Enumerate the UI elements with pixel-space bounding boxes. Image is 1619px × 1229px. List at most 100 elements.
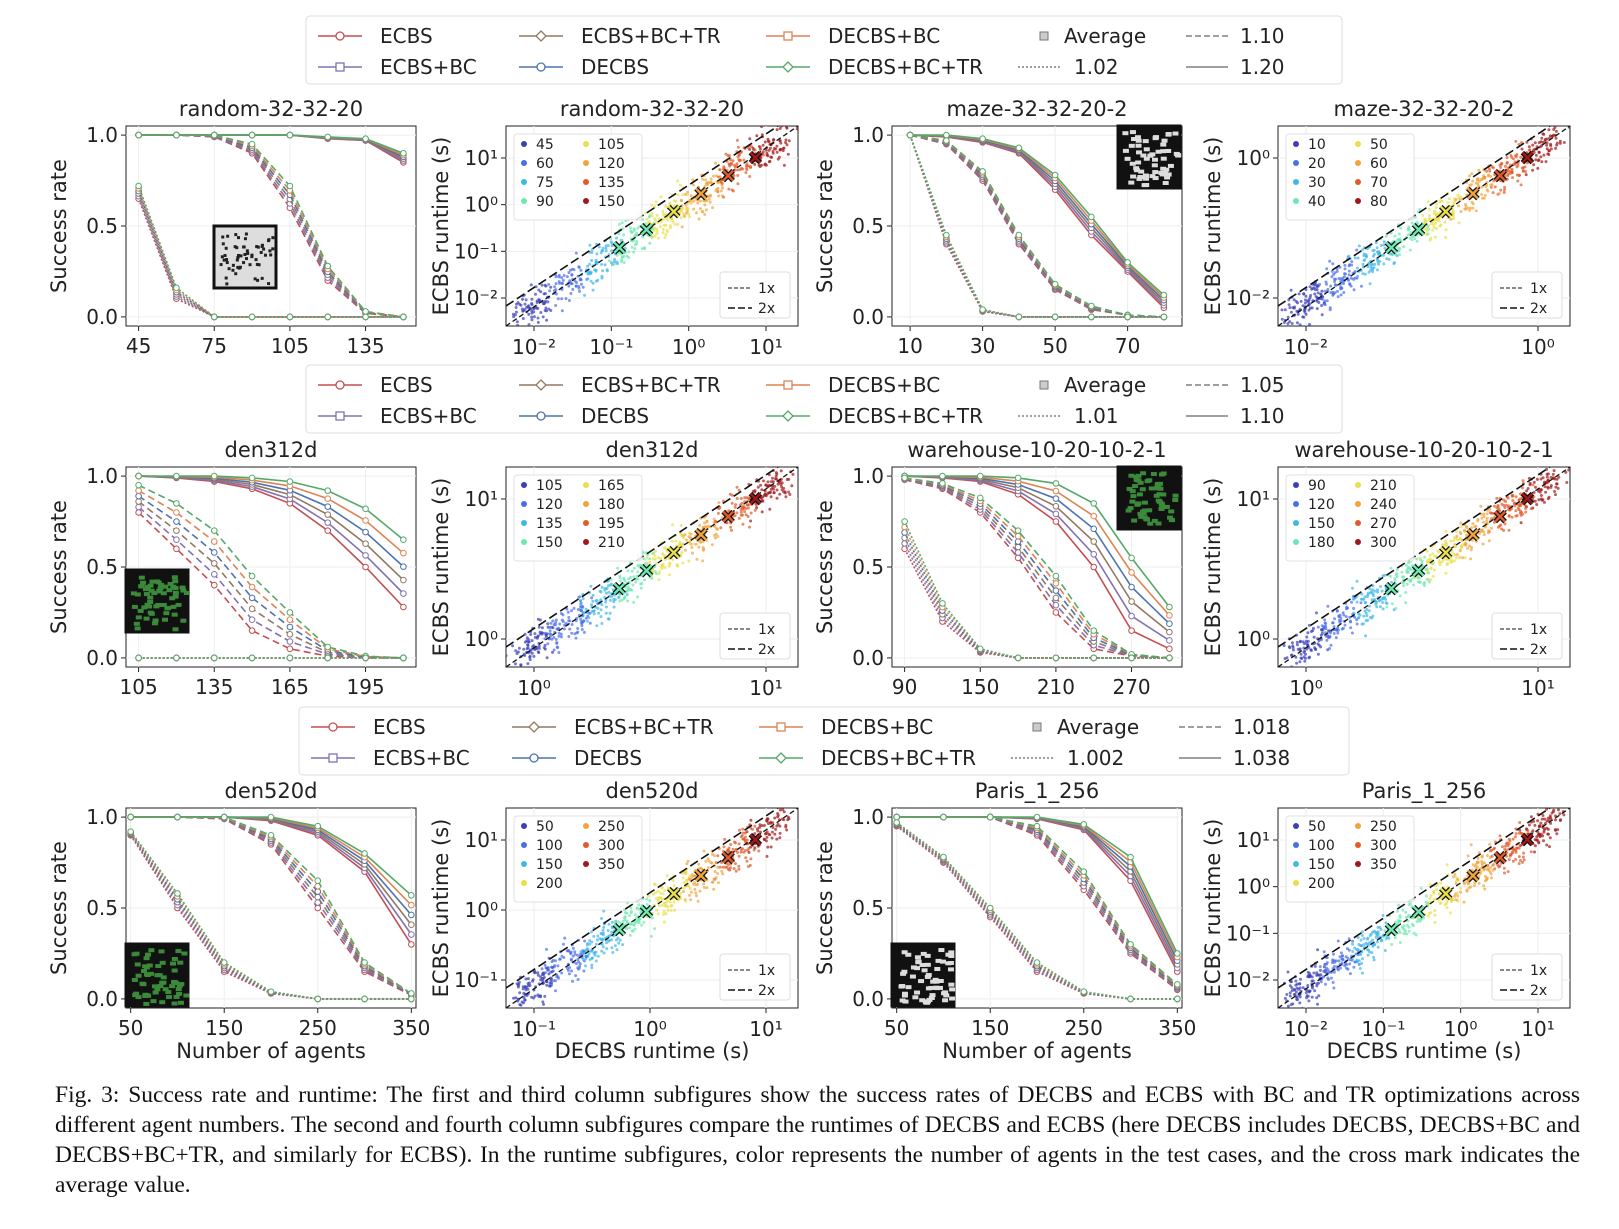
scatter-point xyxy=(1527,145,1531,149)
color-legend-label: 60 xyxy=(536,156,554,172)
scatter-point xyxy=(751,827,754,831)
scatter-point xyxy=(681,876,685,880)
scatter-point xyxy=(1524,170,1528,173)
scatter-point xyxy=(529,633,533,636)
scatter-point xyxy=(1448,197,1451,201)
x-tick-label: 10⁰ xyxy=(672,335,705,359)
x-tick-label: 10⁰ xyxy=(1289,676,1322,700)
scatter-point xyxy=(562,942,565,946)
scatter-point xyxy=(1524,507,1528,510)
color-legend-label: 180 xyxy=(1308,535,1335,551)
series-point xyxy=(173,545,180,553)
series-point xyxy=(1052,601,1060,609)
scatter-point xyxy=(1463,882,1467,886)
scatter-point xyxy=(540,626,544,630)
scatter-point xyxy=(1355,600,1359,604)
scatter-point xyxy=(773,484,777,488)
scatter-point xyxy=(590,957,594,960)
legend-label: ECBS xyxy=(373,715,426,739)
scatter-point xyxy=(746,506,750,510)
scatter-point xyxy=(760,126,764,129)
scatter-point xyxy=(766,480,770,484)
scatter-point xyxy=(1429,236,1433,240)
scatter-point xyxy=(636,570,640,574)
scatter-point xyxy=(1537,141,1541,145)
y-tick-label: 10⁰ xyxy=(1237,146,1270,170)
scatter-point xyxy=(1437,559,1441,562)
scatter-point xyxy=(590,251,594,254)
scatter-point xyxy=(1297,987,1301,991)
scatter-point xyxy=(753,148,757,152)
scatter-point xyxy=(775,128,779,132)
scatter-point xyxy=(594,260,598,264)
scatter-point xyxy=(558,957,562,961)
scatter-point xyxy=(1506,172,1510,176)
scatter-point xyxy=(1510,515,1514,519)
scatter-point xyxy=(1517,498,1521,502)
scatter-point xyxy=(1485,169,1489,173)
scatter-point xyxy=(595,624,599,628)
y-tick-label: 0.0 xyxy=(86,305,118,329)
series-point xyxy=(127,813,134,821)
scatter-point xyxy=(712,877,716,881)
scatter-point xyxy=(560,282,564,285)
scatter-point xyxy=(1319,645,1323,649)
scatter-point xyxy=(1361,622,1365,626)
scatter-point xyxy=(657,904,661,908)
scatter-point xyxy=(1331,262,1335,266)
scatter-point xyxy=(764,832,768,835)
scatter-point xyxy=(655,229,659,233)
scatter-point xyxy=(1315,984,1319,988)
scatter-point xyxy=(622,233,626,237)
scatter-point xyxy=(665,900,669,904)
scatter-point xyxy=(568,268,572,272)
scatter-point xyxy=(611,951,615,954)
scatter-point xyxy=(763,140,767,144)
scatter-point xyxy=(607,939,611,942)
legend-dashed-label: 1.05 xyxy=(1240,373,1285,397)
scatter-point xyxy=(1313,647,1317,651)
scatter-point xyxy=(1449,539,1453,543)
scatter-point xyxy=(1306,984,1310,987)
scatter-point xyxy=(581,611,585,615)
scatter-point xyxy=(576,967,580,971)
scatter-point xyxy=(1357,244,1361,248)
scatter-point xyxy=(775,477,779,481)
series-point xyxy=(135,487,142,494)
series-point xyxy=(362,505,369,513)
scatter-point xyxy=(759,483,763,487)
scatter-point xyxy=(780,804,783,807)
scatter-point xyxy=(550,981,554,985)
scatter-point xyxy=(1374,241,1378,245)
scatter-point xyxy=(1408,248,1412,252)
scatter-point xyxy=(1515,514,1519,518)
scatter-point xyxy=(1480,528,1484,532)
legend-label: DECBS+BC xyxy=(821,715,933,739)
scatter-point xyxy=(1364,634,1368,638)
x-tick-label: 10⁻² xyxy=(512,335,556,359)
scatter-point xyxy=(574,284,578,288)
color-legend-dot xyxy=(521,520,527,526)
scatter-point xyxy=(1395,575,1399,579)
scatter-point xyxy=(1544,490,1548,494)
scatter-point xyxy=(530,315,534,319)
scatter-point xyxy=(1426,578,1430,581)
scatter-point xyxy=(707,866,710,870)
series-point xyxy=(1052,654,1060,662)
scatter-point xyxy=(1359,597,1363,601)
scatter-point xyxy=(540,283,544,287)
scatter-point xyxy=(737,867,741,871)
scatter-point xyxy=(592,934,596,938)
scatter-point xyxy=(1322,302,1326,306)
scatter-point xyxy=(1488,507,1492,511)
scatter-point xyxy=(516,985,520,989)
series-point xyxy=(135,503,142,511)
scatter-point xyxy=(695,894,698,898)
series-point xyxy=(324,527,332,534)
scatter-point xyxy=(1549,142,1553,146)
scatter-point xyxy=(734,862,737,866)
scatter-point xyxy=(1456,193,1460,197)
scatter-point xyxy=(1507,514,1511,518)
scatter-point xyxy=(1289,327,1292,330)
scatter-point xyxy=(1347,254,1351,258)
